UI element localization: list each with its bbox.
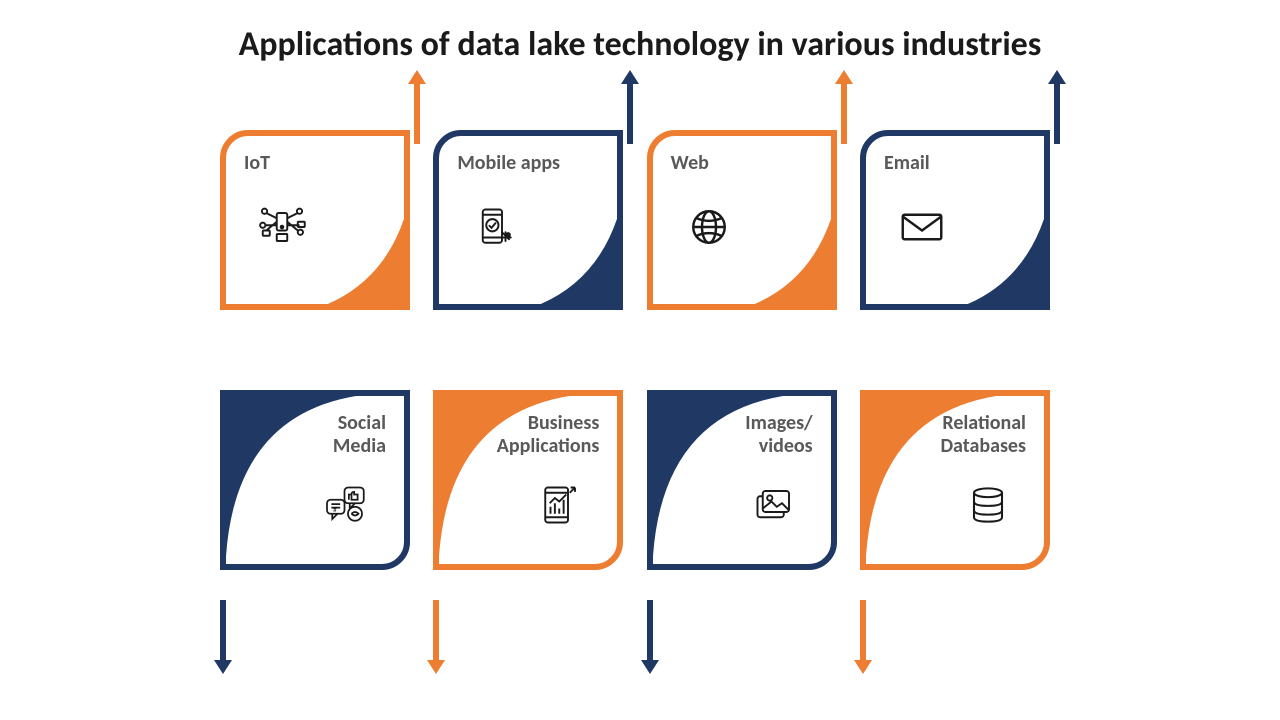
card-box: IoT	[220, 130, 410, 310]
row-bottom: SocialMedia # BusinessApplications	[220, 360, 1060, 580]
row-top: IoT Mobile apps	[220, 130, 1060, 350]
business-icon	[533, 484, 589, 532]
card-box: Email	[860, 130, 1050, 310]
card: Mobile apps	[433, 130, 633, 350]
card: Web	[647, 130, 847, 350]
card-box: SocialMedia #	[220, 390, 410, 570]
arrow-up-icon	[841, 70, 847, 140]
card-box: Images/videos	[647, 390, 837, 570]
card-label: Images/videos	[665, 412, 813, 458]
social-icon: #	[320, 484, 376, 532]
arrow-up-icon	[627, 70, 633, 140]
email-icon	[894, 206, 950, 254]
arrow-up-icon	[414, 70, 420, 140]
card-label: Mobile apps	[457, 152, 605, 175]
page-title: Applications of data lake technology in …	[0, 24, 1280, 65]
arrow-down-icon	[860, 600, 866, 670]
web-icon	[681, 206, 737, 254]
iot-icon	[254, 206, 310, 254]
svg-text:#: #	[333, 505, 337, 514]
card-label: IoT	[244, 152, 392, 175]
database-icon	[960, 484, 1016, 532]
card-label: BusinessApplications	[451, 412, 599, 458]
arrow-up-icon	[1054, 70, 1060, 140]
card: SocialMedia #	[220, 360, 420, 580]
mobile-icon	[467, 206, 523, 254]
images-icon	[747, 484, 803, 532]
card: IoT	[220, 130, 420, 350]
card: Images/videos	[647, 360, 847, 580]
card-box: BusinessApplications	[433, 390, 623, 570]
card-label: Web	[671, 152, 819, 175]
card-box: RelationalDatabases	[860, 390, 1050, 570]
card-grid: IoT Mobile apps	[220, 130, 1060, 580]
card: RelationalDatabases	[860, 360, 1060, 580]
card-label: RelationalDatabases	[878, 412, 1026, 458]
arrow-down-icon	[647, 600, 653, 670]
card: Email	[860, 130, 1060, 350]
card-label: Email	[884, 152, 1032, 175]
card-box: Mobile apps	[433, 130, 623, 310]
arrow-down-icon	[220, 600, 226, 670]
card-box: Web	[647, 130, 837, 310]
arrow-down-icon	[433, 600, 439, 670]
card-label: SocialMedia	[238, 412, 386, 458]
card: BusinessApplications	[433, 360, 633, 580]
